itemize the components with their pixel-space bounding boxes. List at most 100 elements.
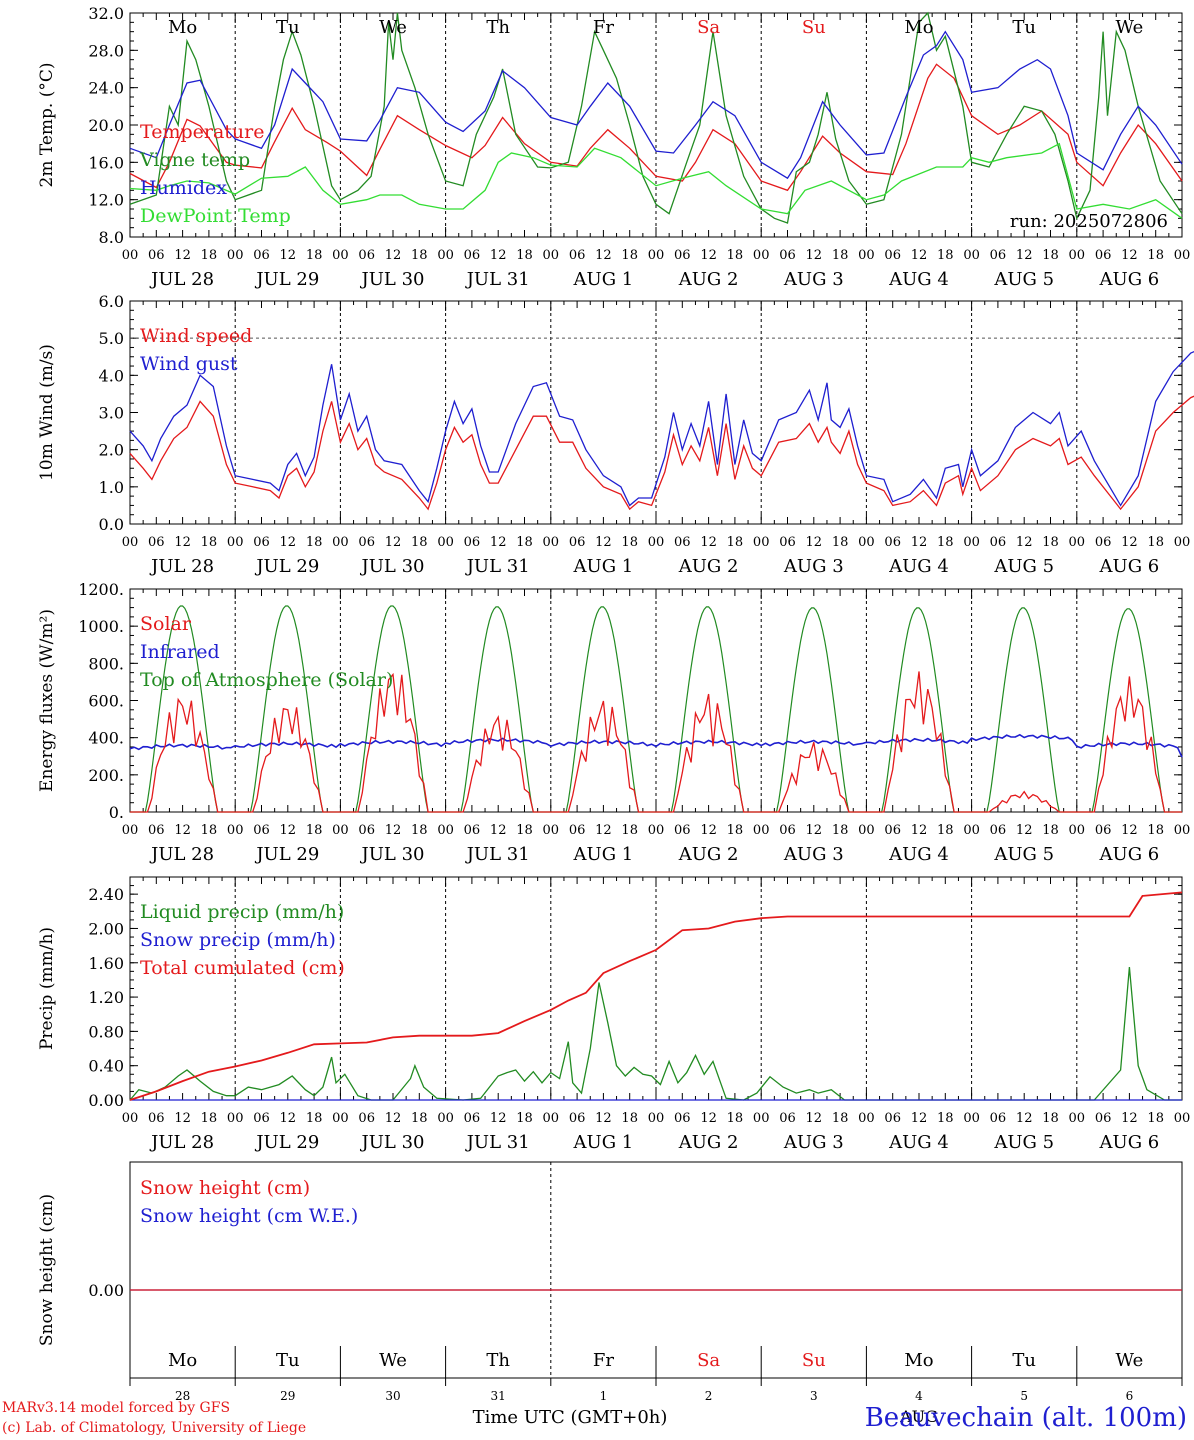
x-tick-label: 12 (385, 248, 402, 263)
series-line-humidex (129, 30, 1183, 180)
date-label: AUG 1 (573, 556, 634, 577)
x-tick-label: 00 (858, 823, 875, 838)
date-label: AUG 6 (1099, 556, 1160, 577)
x-tick-label: 18 (621, 823, 638, 838)
y-axis-title: Snow height (cm) (37, 1194, 57, 1346)
y-tick-label: 0.0 (99, 515, 124, 534)
x-tick-label: 00 (227, 1111, 244, 1126)
day-number-label: 4 (915, 1389, 923, 1403)
series-line-wind-gust (129, 350, 1194, 507)
x-tick-label: 06 (148, 823, 165, 838)
x-tick-label: 18 (201, 823, 218, 838)
x-tick-label: 12 (280, 248, 297, 263)
x-tick-label: 00 (332, 248, 349, 263)
x-tick-label: 00 (963, 248, 980, 263)
x-tick-label: 06 (358, 1111, 375, 1126)
run-label: run: 2025072806 (1010, 211, 1168, 232)
x-tick-label: 12 (385, 535, 402, 550)
date-label: AUG 1 (573, 1132, 634, 1153)
weekday-label: We (379, 17, 407, 38)
y-tick-label: 32.0 (88, 4, 124, 23)
date-label: JUL 31 (465, 556, 530, 577)
date-label: AUG 4 (888, 556, 949, 577)
x-tick-label: 06 (569, 535, 586, 550)
x-tick-label: 00 (332, 823, 349, 838)
legend-entry: Temperature (140, 121, 264, 143)
series-line-liquid-precip-mm-h (129, 967, 1182, 1101)
date-label: AUG 4 (888, 269, 949, 290)
series-line-total-cumulated-cm (129, 891, 1183, 1101)
x-tick-label: 18 (516, 248, 533, 263)
date-label: AUG 1 (573, 844, 634, 865)
weekday-label: Su (802, 17, 826, 38)
date-label: AUG 4 (888, 844, 949, 865)
x-tick-label: 12 (174, 535, 191, 550)
x-tick-label: 06 (674, 535, 691, 550)
x-tick-label: 12 (806, 535, 823, 550)
date-label: JUL 31 (465, 269, 530, 290)
x-tick-label: 00 (543, 248, 560, 263)
date-label: AUG 6 (1099, 844, 1160, 865)
date-label: AUG 1 (573, 269, 634, 290)
x-tick-label: 00 (963, 1111, 980, 1126)
date-label: JUL 28 (149, 1132, 214, 1153)
date-label: AUG 5 (993, 269, 1054, 290)
x-tick-label: 18 (832, 1111, 849, 1126)
x-tick-label: 18 (1042, 248, 1059, 263)
y-axis-title: Precip (mm/h) (37, 927, 57, 1050)
x-tick-label: 18 (516, 1111, 533, 1126)
x-tick-label: 18 (621, 535, 638, 550)
weekday-label-bottom: Th (486, 1350, 510, 1371)
x-tick-label: 00 (227, 823, 244, 838)
x-tick-label: 18 (411, 823, 428, 838)
footer-credit-2: (c) Lab. of Climatology, University of L… (2, 1420, 306, 1436)
x-tick-label: 18 (937, 1111, 954, 1126)
x-tick-label: 12 (280, 535, 297, 550)
x-tick-label: 12 (911, 1111, 928, 1126)
y-tick-label: 6.0 (99, 292, 124, 311)
x-tick-label: 18 (411, 535, 428, 550)
x-tick-label: 12 (490, 248, 507, 263)
x-tick-label: 00 (963, 823, 980, 838)
x-tick-label: 00 (437, 1111, 454, 1126)
y-axis-title: 2m Temp. (°C) (37, 62, 57, 187)
y-tick-label: 3.0 (99, 404, 124, 423)
legend-entry: Wind speed (140, 325, 252, 347)
series-line-infrared (129, 733, 1183, 758)
x-tick-label: 12 (806, 1111, 823, 1126)
x-tick-label: 18 (937, 823, 954, 838)
x-tick-label: 06 (779, 1111, 796, 1126)
series-line-solar (130, 671, 1182, 813)
x-tick-label: 00 (753, 535, 770, 550)
x-tick-label: 06 (569, 248, 586, 263)
x-tick-label: 06 (148, 248, 165, 263)
date-label: AUG 2 (678, 556, 739, 577)
date-label: JUL 29 (254, 269, 319, 290)
x-tick-label: 18 (306, 1111, 323, 1126)
weekday-label-bottom: Fr (593, 1350, 614, 1371)
day-number-label: 6 (1126, 1389, 1134, 1403)
x-tick-label: 00 (648, 1111, 665, 1126)
x-tick-label: 12 (490, 535, 507, 550)
legend-entry: Infrared (140, 641, 220, 663)
legend-entry: Snow precip (mm/h) (140, 929, 336, 951)
day-number-label: 1 (600, 1389, 608, 1403)
y-tick-label: 5.0 (99, 329, 124, 348)
day-number-label: 30 (385, 1389, 400, 1403)
y-tick-label: 4.0 (99, 366, 124, 385)
legend-entry: Wind gust (140, 353, 238, 375)
y-tick-label: 200. (88, 766, 124, 785)
x-tick-label: 00 (648, 248, 665, 263)
x-tick-label: 18 (201, 248, 218, 263)
x-tick-label: 00 (1069, 1111, 1086, 1126)
x-tick-label: 06 (779, 823, 796, 838)
x-tick-label: 00 (858, 1111, 875, 1126)
x-tick-label: 12 (1121, 248, 1138, 263)
x-tick-label: 06 (884, 1111, 901, 1126)
x-tick-label: 06 (148, 535, 165, 550)
y-tick-label: 2.40 (88, 885, 124, 904)
date-label: JUL 30 (360, 556, 425, 577)
day-number-label: 3 (810, 1389, 818, 1403)
x-tick-label: 06 (569, 823, 586, 838)
